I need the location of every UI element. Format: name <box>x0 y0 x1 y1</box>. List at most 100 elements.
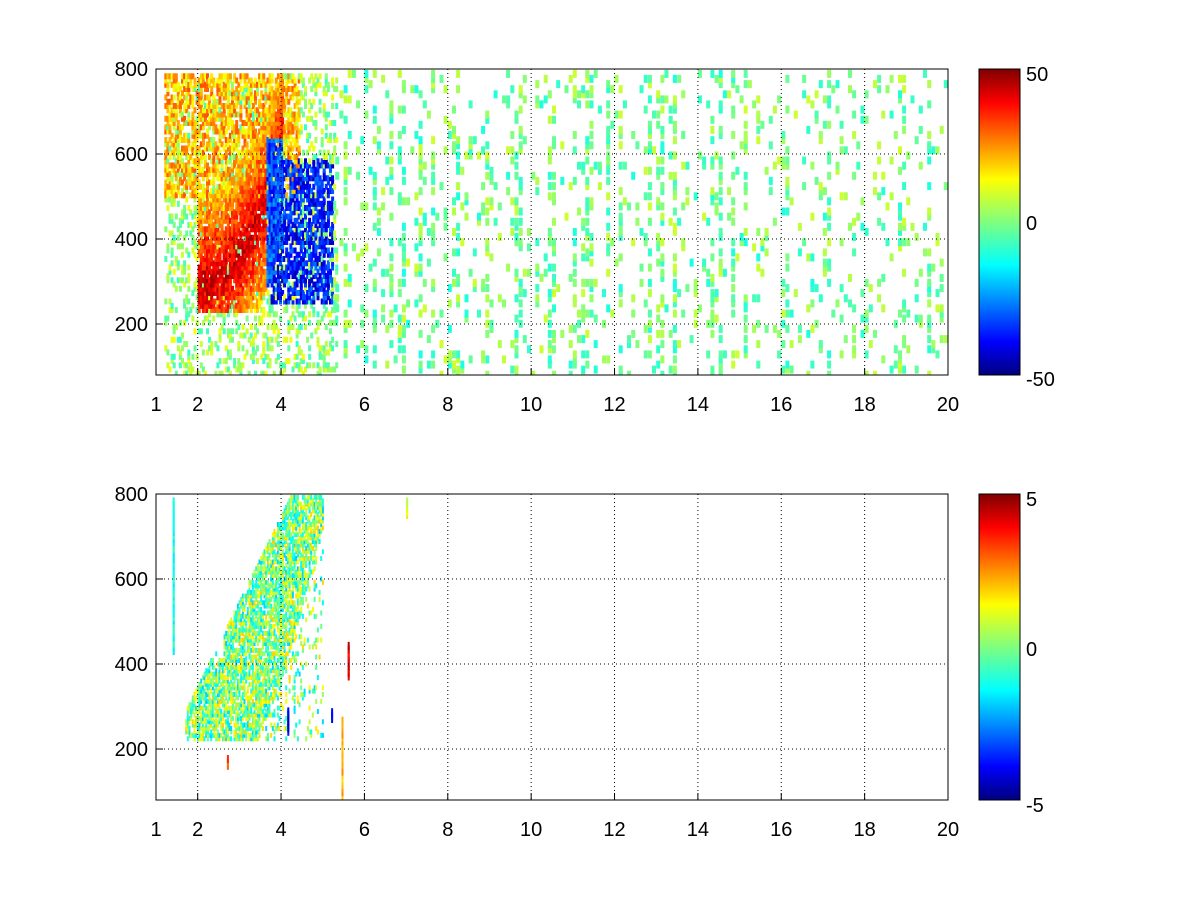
heatmap-cell <box>228 302 232 309</box>
heatmap-cell <box>258 183 262 190</box>
heatmap-cell <box>643 166 648 175</box>
heatmap-cell <box>552 345 556 354</box>
heatmap-cell <box>164 81 168 88</box>
heatmap-cell <box>320 209 324 216</box>
heatmap-cell <box>256 120 259 126</box>
heatmap-cell <box>785 176 790 185</box>
heatmap-cell <box>176 128 180 135</box>
heatmap-cell <box>393 355 398 364</box>
heatmap-cell <box>260 192 264 199</box>
heatmap-cell <box>203 695 206 701</box>
heatmap-cell <box>201 107 205 114</box>
heatmap-cell <box>264 162 268 169</box>
heatmap-cell <box>200 732 203 738</box>
heatmap-cell <box>218 230 222 237</box>
heatmap-cell <box>222 243 226 250</box>
heatmap-cell <box>172 353 176 360</box>
heatmap-cell <box>216 362 220 369</box>
heatmap-cell <box>220 273 224 279</box>
heatmap-cell <box>260 209 264 216</box>
heatmap-cell <box>318 230 322 237</box>
heatmap-cell <box>285 175 289 182</box>
heatmap-cell <box>203 736 206 742</box>
heatmap-cell <box>581 350 586 359</box>
heatmap-cell <box>291 273 295 279</box>
heatmap-cell <box>270 111 274 118</box>
heatmap-cell <box>312 213 316 220</box>
heatmap-cell <box>320 353 324 360</box>
heatmap-cell <box>343 345 348 354</box>
heatmap-cell <box>254 81 257 88</box>
heatmap-cell <box>756 115 761 124</box>
heatmap-cell <box>310 192 314 199</box>
heatmap-cell <box>681 161 686 170</box>
heatmap-cell <box>618 212 623 221</box>
heatmap-cell <box>187 132 191 139</box>
heatmap-cell <box>414 192 419 201</box>
heatmap-cell <box>216 285 220 292</box>
heatmap-cell <box>224 171 228 177</box>
heatmap-cell <box>243 353 247 360</box>
heatmap-cell <box>401 222 406 231</box>
heatmap-cell <box>276 247 280 254</box>
heatmap-cell <box>418 253 423 262</box>
heatmap-cell <box>777 329 782 338</box>
heatmap-cell <box>239 171 243 177</box>
heatmap-cell <box>220 311 224 318</box>
heatmap-cell <box>285 251 289 258</box>
heatmap-cell <box>270 260 274 267</box>
heatmap-cell <box>224 366 228 373</box>
heatmap-cell <box>241 226 245 233</box>
heatmap-cell <box>203 285 207 292</box>
heatmap-cell <box>203 73 207 80</box>
heatmap-cell <box>283 149 287 156</box>
heatmap-cell <box>270 234 274 241</box>
heatmap-cell <box>249 192 253 199</box>
heatmap-cell <box>329 230 332 237</box>
heatmap-cell <box>206 268 209 275</box>
heatmap-cell <box>251 196 255 203</box>
heatmap-cell <box>187 86 191 92</box>
heatmap-cell <box>285 256 289 262</box>
heatmap-cell <box>472 284 477 293</box>
heatmap-cell <box>268 128 272 135</box>
heatmap-cell <box>239 268 243 275</box>
heatmap-cell <box>672 105 677 114</box>
heatmap-cell <box>281 217 285 224</box>
heatmap-cell <box>581 314 586 323</box>
heatmap-cell <box>183 94 187 101</box>
heatmap-cell <box>170 336 174 343</box>
heatmap-cell <box>214 166 218 173</box>
heatmap-cell <box>333 294 337 301</box>
heatmap-cell <box>201 366 205 373</box>
heatmap-cell <box>239 94 243 101</box>
heatmap-cell <box>170 213 174 220</box>
heatmap-cell <box>233 137 237 143</box>
heatmap-cell <box>206 328 209 335</box>
heatmap-cell <box>170 132 174 139</box>
heatmap-cell <box>222 247 226 254</box>
heatmap-cell <box>220 243 224 250</box>
heatmap-cell <box>322 107 326 114</box>
heatmap-cell <box>418 146 423 155</box>
heatmap-cell <box>201 302 205 309</box>
heatmap-cell <box>343 350 348 359</box>
heatmap-cell <box>220 141 224 148</box>
heatmap-cell <box>183 171 187 177</box>
heatmap-cell <box>577 161 581 170</box>
heatmap-cell <box>237 324 241 330</box>
heatmap-cell <box>347 273 352 282</box>
heatmap-cell <box>256 192 259 199</box>
heatmap-cell <box>731 131 736 139</box>
heatmap-cell <box>224 200 228 207</box>
heatmap-cell <box>320 256 324 262</box>
heatmap-cell <box>208 712 211 718</box>
heatmap-cell <box>201 247 205 254</box>
heatmap-cell <box>297 111 301 118</box>
heatmap-cell <box>241 171 245 177</box>
heatmap-cell <box>660 212 665 221</box>
heatmap-cell <box>831 85 836 94</box>
heatmap-cell <box>360 340 365 349</box>
heatmap-cell <box>245 277 249 284</box>
heatmap-cell <box>320 281 324 288</box>
